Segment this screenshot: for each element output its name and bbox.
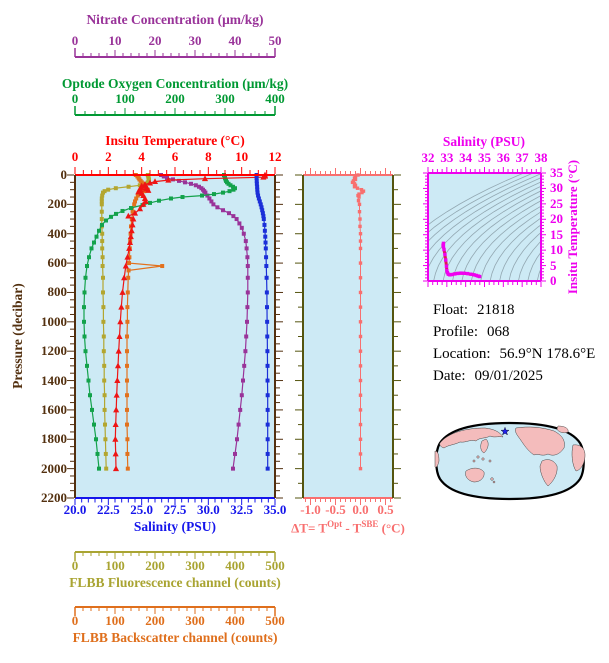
oxygen-axis-title: Optode Oxygen Concentration (μm/kg) <box>61 76 289 91</box>
density-contours <box>428 173 541 281</box>
float-id-label: Float: <box>433 302 469 318</box>
map-land-greenland <box>556 425 569 434</box>
profile-row: Profile: 068 <box>433 321 595 343</box>
delta-t-sup-opt: Opt <box>327 519 343 529</box>
delta-t-label-part: (°C) <box>378 520 405 536</box>
world-map-figure <box>434 421 586 501</box>
ts-temperature-axis-title: Insitu Temperature (°C) <box>565 159 580 295</box>
series-salinity <box>254 173 270 471</box>
map-island <box>472 459 476 463</box>
fluorescence-axis-title: FLBB Fluorescence channel (counts) <box>69 575 281 590</box>
location-label: Location: <box>433 346 491 362</box>
map-land-australia <box>465 467 485 483</box>
map-land-africa <box>571 444 586 472</box>
nitrate-axis-title: Nitrate Concentration (μm/kg) <box>86 12 264 27</box>
map-island-nz <box>490 477 494 481</box>
location-value: 56.9°N 178.6°E <box>499 346 596 362</box>
float-location-star-icon <box>500 426 510 436</box>
ts-salinity-axis-title: Salinity (PSU) <box>442 134 526 149</box>
map-island-nz <box>492 480 496 484</box>
map-land-namerica <box>515 426 565 456</box>
date-row: Date: 09/01/2025 <box>433 365 595 387</box>
map-land-seasia <box>480 438 489 454</box>
map-land-eurasia <box>439 427 504 449</box>
profile-label: Profile: <box>433 324 478 340</box>
location-row: Location: 56.9°N 178.6°E <box>433 343 595 365</box>
pressure-axis-title: Pressure (decibar) <box>10 283 25 389</box>
map-land-africa-west <box>434 450 440 468</box>
backscatter-axis-title: FLBB Backscatter channel (counts) <box>72 630 278 645</box>
delta-t-label-part: ΔT= T <box>291 520 328 536</box>
date-value: 09/01/2025 <box>474 368 543 384</box>
series-temperature <box>112 171 269 472</box>
temperature-axis-title: Insitu Temperature (°C) <box>105 133 245 148</box>
delta-t-axis-title: ΔT= TOpt - TSBE (°C) <box>283 519 413 536</box>
map-island <box>481 457 485 461</box>
map-land-samerica <box>539 459 558 487</box>
profile-value: 068 <box>487 324 510 340</box>
delta-t-sup-sbe: SBE <box>361 519 379 529</box>
map-island <box>476 455 480 459</box>
float-id-row: Float: 21818 <box>433 299 595 321</box>
float-info-block: Float: 21818 Profile: 068 Location: 56.9°N … <box>433 299 595 387</box>
delta-t-label-part: - T <box>342 520 362 536</box>
axis-rulers <box>74 48 276 616</box>
main-plot-frame <box>67 167 283 505</box>
float-id-value: 21818 <box>477 302 515 318</box>
series-optode-minus-sbe-temperature <box>350 173 366 471</box>
series-temperature-vs-salinity <box>441 241 482 279</box>
map-island <box>488 459 492 463</box>
delta-panel-frame <box>295 168 401 505</box>
salinity-axis-title: Salinity (PSU) <box>133 519 217 534</box>
date-label: Date: <box>433 368 466 384</box>
ts-panel-frame <box>423 167 546 287</box>
